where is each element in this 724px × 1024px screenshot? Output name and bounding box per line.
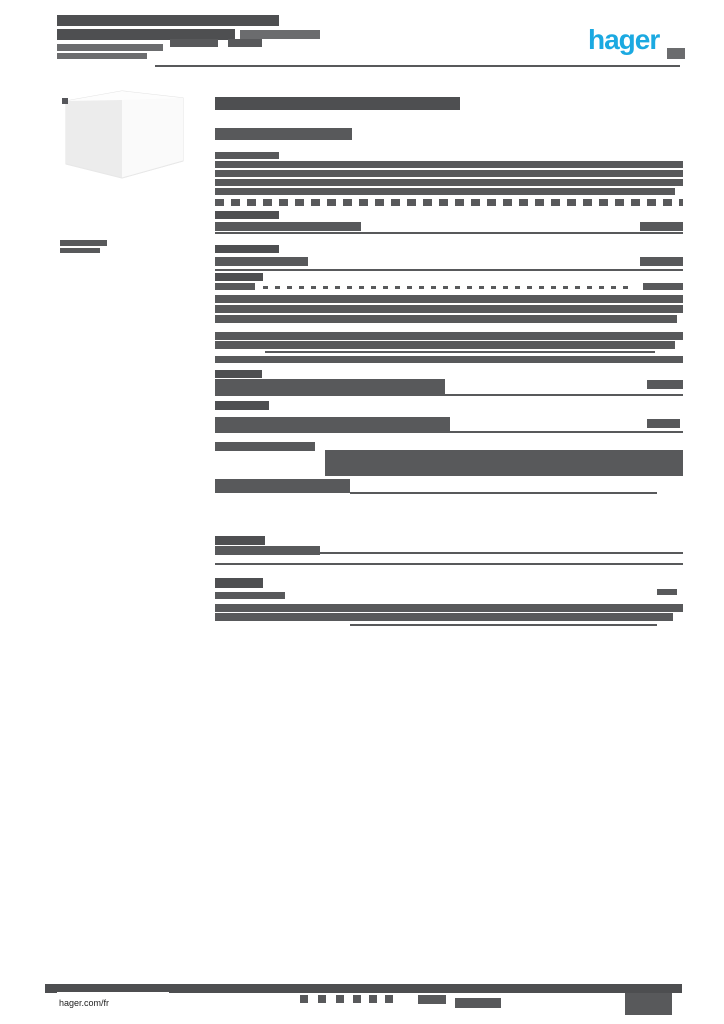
section-3-dotted-row-label	[215, 283, 255, 290]
section-3-line-5	[215, 341, 675, 349]
section-3-dotted-leader	[263, 286, 633, 289]
section-6-row-rule	[320, 552, 683, 554]
doc-title-line-1	[57, 15, 279, 26]
intro-line-1	[215, 161, 683, 168]
intro-line-5-justified	[215, 199, 683, 206]
header-rule	[155, 65, 680, 67]
section-7-line-2	[215, 613, 673, 621]
section-2-header	[215, 245, 279, 253]
footer-icon	[300, 995, 308, 1003]
section-7-header	[215, 578, 263, 588]
section-3-header	[215, 273, 263, 281]
section-5-header	[215, 401, 269, 410]
section-6-header	[215, 536, 265, 545]
intro-label	[215, 152, 279, 159]
doc-subtitle-line-1	[57, 44, 163, 51]
section-7-rule	[350, 624, 657, 626]
section-2-row-rule	[215, 269, 683, 271]
footer-icon	[318, 995, 326, 1003]
section-2-row-value	[640, 257, 683, 266]
section-1-row-rule	[215, 232, 683, 234]
product-title	[215, 97, 460, 110]
section-5-row-1-label	[215, 417, 450, 431]
section-3-line-1	[215, 295, 683, 303]
section-4-row-label	[215, 379, 445, 394]
section-5-row-3-label	[215, 479, 350, 493]
header-meta-word-1	[170, 39, 218, 47]
section-5-row-2-label	[215, 442, 315, 451]
section-4-header	[215, 370, 262, 378]
product-photo-corner-piece	[62, 90, 184, 179]
section-7-row-1-label	[215, 592, 285, 599]
footer-site-box: hager.com/fr	[57, 992, 169, 1014]
footer-icon	[353, 995, 361, 1003]
section-7-row-1-mark	[657, 589, 677, 595]
reference-line-1	[60, 240, 107, 246]
intro-line-3	[215, 179, 683, 186]
section-1-header	[215, 211, 279, 219]
doc-title-line-2	[57, 29, 235, 40]
hager-logo: hager	[588, 24, 660, 55]
product-subtitle	[215, 128, 352, 140]
section-5-row-3-rule	[350, 492, 657, 494]
section-3-line-4	[215, 332, 683, 340]
intro-line-4	[215, 188, 675, 195]
footer-icon	[336, 995, 344, 1003]
section-7-line-1	[215, 604, 683, 612]
section-5-row-1-value	[647, 419, 680, 428]
footer-site-link[interactable]: hager.com/fr	[59, 998, 110, 1008]
footer-icon	[385, 995, 393, 1003]
header-meta-word-2	[228, 39, 262, 47]
section-4-row-value	[647, 380, 683, 389]
section-3-line-3	[215, 315, 677, 323]
footer-icon	[369, 995, 377, 1003]
logo-mark	[667, 48, 685, 59]
section-6-closing-rule	[215, 563, 683, 565]
intro-line-2	[215, 170, 683, 177]
section-1-row-value	[640, 222, 683, 231]
section-6-row-label	[215, 546, 320, 555]
footer-text-2	[455, 998, 501, 1008]
reference-line-2	[60, 248, 100, 253]
section-3-line-2	[215, 305, 683, 313]
section-5-row-2-value-block	[325, 450, 683, 476]
section-2-row-label	[215, 257, 308, 266]
section-3-dotted-row-value	[643, 283, 683, 290]
footer-page-box	[625, 993, 672, 1015]
section-4-row-rule	[215, 394, 683, 396]
section-1-row-label	[215, 222, 361, 231]
product-image	[62, 87, 186, 182]
footer-text-1	[418, 995, 446, 1004]
footer-bar	[45, 984, 682, 993]
doc-title-continuation	[240, 30, 320, 39]
section-5-row-1-rule	[215, 431, 683, 433]
section-3-rule	[265, 351, 655, 353]
doc-subtitle-line-2	[57, 53, 147, 59]
section-3-line-6	[215, 356, 683, 363]
